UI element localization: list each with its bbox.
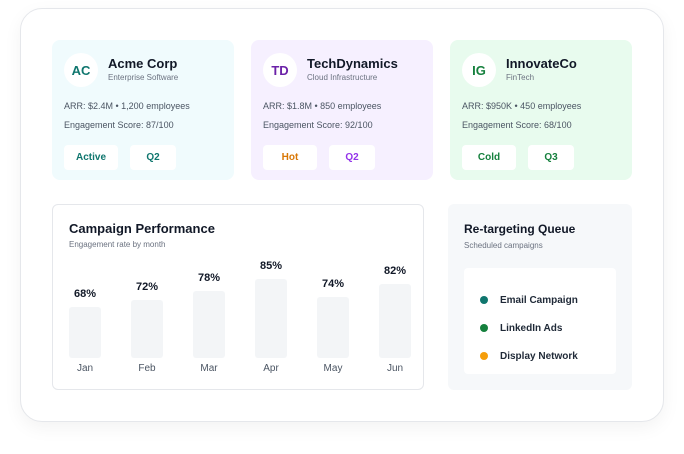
status-badge[interactable]: Active <box>64 145 118 170</box>
quarter-badge[interactable]: Q3 <box>528 145 574 170</box>
quarter-badge[interactable]: Q2 <box>130 145 176 170</box>
retargeting-queue-panel: Re-targeting Queue Scheduled campaigns E… <box>448 204 632 390</box>
panel-title: Re-targeting Queue <box>464 222 576 236</box>
queue-item-label: Display Network <box>500 350 578 362</box>
status-badge[interactable]: Cold <box>462 145 516 170</box>
card-header: TD TechDynamics Cloud Infrastructure <box>263 52 421 88</box>
bar-jan[interactable] <box>69 307 101 358</box>
industry-label: Enterprise Software <box>108 73 179 82</box>
bar-mar[interactable] <box>193 290 225 358</box>
arr-info: ARR: $1.8M • 850 employees <box>263 101 382 111</box>
panel-subtitle: Engagement rate by month <box>69 240 166 249</box>
queue-item-label: Email Campaign <box>500 294 578 306</box>
bar-value-label: 82% <box>383 264 407 277</box>
arr-info: ARR: $950K • 450 employees <box>462 101 582 111</box>
bar-value-label: 74% <box>321 278 345 291</box>
card-header: AC Acme Corp Enterprise Software <box>64 52 222 88</box>
status-dot-icon <box>480 352 488 360</box>
bar-chart: 68% Jan 72% Feb 78% Mar 85% Apr 74% May 82% Jun <box>53 205 425 391</box>
tag-row: Active Q2 <box>64 145 222 170</box>
account-card-innovateco[interactable]: IG InnovateCo FinTech ARR: $950K • 450 e… <box>450 40 632 180</box>
quarter-badge[interactable]: Q2 <box>329 145 375 170</box>
industry-label: Cloud Infrastructure <box>307 73 378 82</box>
bar-may[interactable] <box>317 297 349 358</box>
engagement-score: Engagement Score: 87/100 <box>64 120 174 130</box>
avatar: IG <box>462 53 496 87</box>
status-dot-icon <box>480 296 488 304</box>
queue-item-email-campaign[interactable]: Email Campaign <box>464 286 616 314</box>
card-header: IG InnovateCo FinTech <box>462 52 620 88</box>
x-tick-label: Mar <box>200 363 218 374</box>
company-name: Acme Corp <box>108 56 178 71</box>
bar-feb[interactable] <box>131 300 163 358</box>
account-card-techdynamics[interactable]: TD TechDynamics Cloud Infrastructure ARR… <box>251 40 433 180</box>
card-heading: Acme Corp Enterprise Software <box>108 56 178 84</box>
engagement-score: Engagement Score: 92/100 <box>263 120 373 130</box>
bar-value-label: 72% <box>135 281 159 294</box>
panel-subtitle: Scheduled campaigns <box>464 241 543 250</box>
tag-row: Cold Q3 <box>462 145 620 170</box>
avatar: TD <box>263 53 297 87</box>
industry-label: FinTech <box>506 73 535 82</box>
x-tick-label: May <box>323 363 343 374</box>
x-tick-label: Feb <box>138 363 156 374</box>
x-tick-label: Jun <box>386 363 404 374</box>
avatar: AC <box>64 53 98 87</box>
campaign-performance-panel: Campaign Performance Engagement rate by … <box>52 204 424 390</box>
bar-value-label: 78% <box>197 271 221 284</box>
account-card-acme[interactable]: AC Acme Corp Enterprise Software ARR: $2… <box>52 40 234 180</box>
queue-list: Email Campaign LinkedIn Ads Display Netw… <box>464 268 616 374</box>
status-dot-icon <box>480 324 488 332</box>
bar-value-label: 85% <box>259 259 283 272</box>
panel-title: Campaign Performance <box>69 221 215 236</box>
tag-row: Hot Q2 <box>263 145 421 170</box>
queue-item-display-network[interactable]: Display Network <box>464 342 616 370</box>
bar-value-label: 68% <box>73 288 97 301</box>
bar-apr[interactable] <box>255 278 287 358</box>
company-name: InnovateCo <box>506 56 577 71</box>
x-tick-label: Apr <box>263 363 279 374</box>
x-tick-label: Jan <box>76 363 94 374</box>
status-badge[interactable]: Hot <box>263 145 317 170</box>
company-name: TechDynamics <box>307 56 398 71</box>
card-heading: TechDynamics Cloud Infrastructure <box>307 56 398 84</box>
queue-item-linkedin-ads[interactable]: LinkedIn Ads <box>464 314 616 342</box>
card-heading: InnovateCo FinTech <box>506 56 577 84</box>
arr-info: ARR: $2.4M • 1,200 employees <box>64 101 190 111</box>
queue-item-label: LinkedIn Ads <box>500 322 563 334</box>
engagement-score: Engagement Score: 68/100 <box>462 120 572 130</box>
bar-jun[interactable] <box>379 283 411 358</box>
